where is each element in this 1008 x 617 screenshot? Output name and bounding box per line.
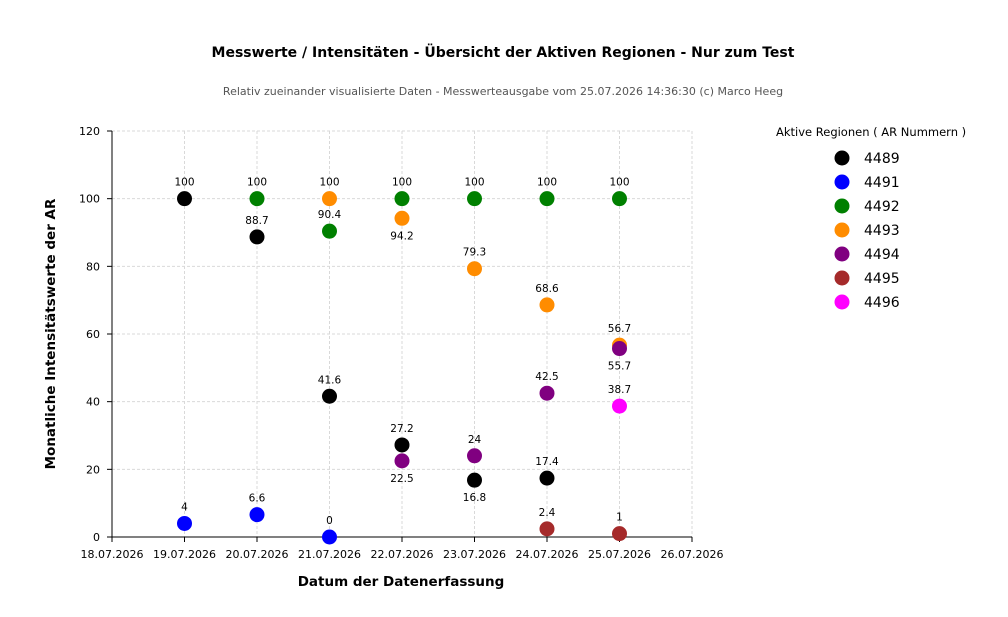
y-tick-label: 40	[86, 396, 100, 409]
x-tick-label: 26.07.2026	[661, 548, 724, 561]
data-point-4492	[394, 191, 410, 207]
data-label-4492: 100	[609, 177, 629, 189]
y-tick-label: 0	[93, 531, 100, 544]
data-point-4492	[467, 191, 482, 207]
y-axis-title: Monatliche Intensitätswerte der AR	[43, 198, 59, 469]
legend-marker-4492	[834, 198, 850, 214]
data-label-4491: 0	[326, 515, 333, 527]
data-label-4489: 16.8	[463, 492, 486, 504]
x-tick-label: 22.07.2026	[371, 548, 434, 561]
data-label-4494: 42.5	[535, 371, 558, 383]
data-label-4493: 79.3	[463, 247, 486, 259]
data-point-4489	[394, 437, 410, 453]
legend-title: Aktive Regionen ( AR Nummern )	[776, 125, 966, 139]
data-label-4491: 6.6	[249, 493, 266, 505]
data-label-4493: 100	[319, 177, 339, 189]
data-label-4492: 100	[537, 177, 557, 189]
data-label-4493: 56.7	[608, 323, 631, 335]
data-label-4492: 90.4	[318, 209, 342, 221]
data-label-4496: 38.7	[608, 384, 631, 396]
data-label-4489: 41.6	[318, 374, 342, 386]
x-tick-label: 24.07.2026	[516, 548, 579, 561]
data-point-4493	[467, 261, 482, 277]
data-point-4493	[322, 191, 337, 207]
legend-marker-4493	[834, 222, 850, 238]
chart-title: Messwerte / Intensitäten - Übersicht der…	[212, 43, 795, 61]
data-point-4495	[612, 526, 627, 542]
data-labels: 100 88.7 41.6 27.2 16.8 17.4 4 6.6 0 100 90.4 100 10…	[174, 177, 631, 527]
data-point-4491	[322, 529, 337, 545]
data-label-4494: 22.5	[390, 473, 413, 485]
data-label-4492: 100	[464, 177, 484, 189]
data-label-4495: 2.4	[539, 507, 556, 519]
legend-marker-4489	[834, 150, 850, 166]
data-point-4489	[467, 472, 482, 488]
chart-subtitle: Relativ zueinander visualisierte Daten -…	[223, 85, 783, 98]
data-label-4489: 100	[174, 177, 194, 189]
x-axis-title: Datum der Datenerfassung	[298, 574, 505, 590]
y-tick-label: 20	[86, 463, 100, 476]
data-label-4492: 100	[247, 177, 267, 189]
x-tick-label: 23.07.2026	[443, 548, 506, 561]
legend-label-4489: 4489	[864, 151, 900, 167]
data-point-4491	[249, 507, 265, 523]
data-point-4489	[539, 470, 555, 486]
tick-labels: 18.07.2026 19.07.2026 20.07.2026 21.07.2026…	[79, 125, 723, 561]
legend-label-4496: 4496	[864, 295, 900, 311]
data-label-4491: 4	[181, 501, 188, 513]
data-point-4493	[394, 210, 410, 226]
data-label-4489: 17.4	[535, 456, 559, 468]
data-point-4492	[249, 191, 265, 207]
data-point-4493	[539, 297, 555, 313]
y-tick-label: 60	[86, 328, 100, 341]
data-point-4492	[612, 191, 627, 207]
x-tick-label: 21.07.2026	[298, 548, 361, 561]
data-point-4494	[612, 341, 627, 357]
data-label-4494: 24	[468, 434, 482, 446]
legend-label-4493: 4493	[864, 223, 900, 239]
data-point-4494	[539, 385, 555, 401]
legend: 4489 4491 4492 4493 4494 4495 4496	[834, 150, 900, 311]
data-point-4495	[539, 521, 555, 537]
legend-label-4492: 4492	[864, 199, 900, 215]
data-markers	[177, 191, 627, 545]
data-point-4489	[322, 388, 337, 404]
legend-marker-4494	[834, 246, 850, 262]
data-point-4496	[612, 398, 627, 414]
legend-marker-4491	[834, 174, 850, 190]
x-tick-label: 20.07.2026	[226, 548, 289, 561]
data-label-4493: 94.2	[390, 230, 413, 242]
legend-label-4494: 4494	[864, 247, 900, 263]
y-tick-label: 100	[79, 193, 100, 206]
legend-label-4491: 4491	[864, 175, 900, 191]
data-label-4489: 88.7	[245, 215, 268, 227]
legend-label-4495: 4495	[864, 271, 900, 287]
data-point-4491	[177, 515, 192, 531]
y-tick-label: 80	[86, 260, 100, 273]
data-point-4492	[539, 191, 555, 207]
data-point-4489	[249, 229, 265, 245]
data-label-4492: 100	[392, 177, 412, 189]
x-tick-label: 25.07.2026	[588, 548, 651, 561]
data-label-4493: 68.6	[535, 283, 559, 295]
data-label-4489: 27.2	[390, 423, 413, 435]
data-label-4494: 55.7	[608, 361, 631, 373]
data-point-4494	[394, 453, 410, 469]
legend-marker-4496	[834, 294, 850, 310]
legend-marker-4495	[834, 270, 850, 286]
data-point-4489	[177, 191, 192, 207]
data-point-4494	[467, 448, 482, 464]
x-tick-label: 18.07.2026	[81, 548, 144, 561]
data-point-4492	[322, 223, 337, 239]
y-tick-label: 120	[79, 125, 100, 138]
data-label-4495: 1	[616, 512, 623, 524]
x-tick-label: 19.07.2026	[153, 548, 216, 561]
